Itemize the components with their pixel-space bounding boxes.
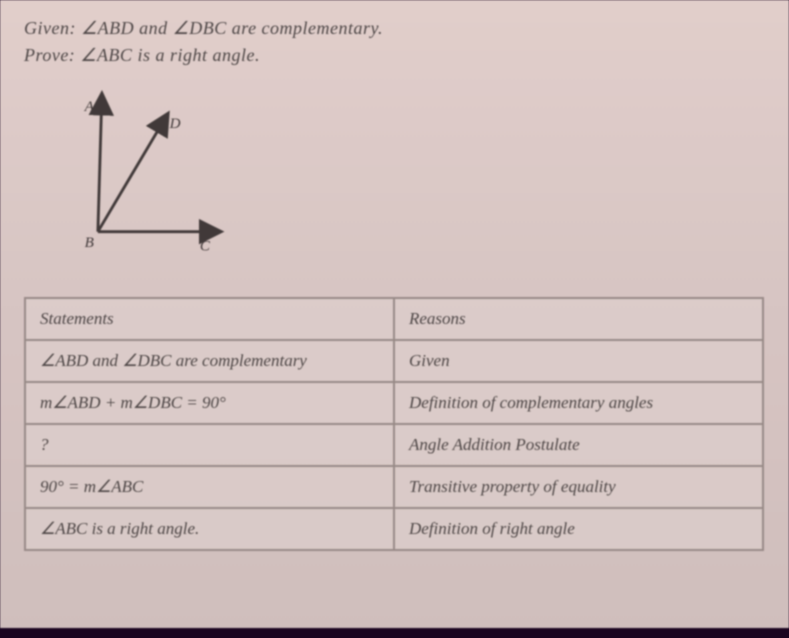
table-row: ∠ABC is a right angle. Definition of rig… <box>25 508 763 550</box>
ray-bd <box>98 120 164 231</box>
prove-text: Prove: ∠ABC is a right angle. <box>24 45 765 66</box>
point-c-label: C <box>200 239 211 255</box>
angle-diagram: A D B C <box>52 90 242 260</box>
table-header-row: Statements Reasons <box>25 298 763 340</box>
statement-cell: ∠ABD and ∠DBC are complementary <box>25 340 394 382</box>
reason-cell: Transitive property of equality <box>394 466 763 508</box>
statement-cell: ∠ABC is a right angle. <box>25 508 394 550</box>
reason-cell: Definition of complementary angles <box>394 382 763 424</box>
header-reasons: Reasons <box>394 298 763 340</box>
statement-cell: 90° = m∠ABC <box>25 466 394 508</box>
statement-cell: ? <box>25 424 394 466</box>
table-row: m∠ABD + m∠DBC = 90° Definition of comple… <box>25 382 763 424</box>
point-b-label: B <box>85 235 94 251</box>
reason-cell: Given <box>394 340 763 382</box>
given-text: Given: ∠ABD and ∠DBC are complementary. <box>24 18 765 39</box>
proof-table: Statements Reasons ∠ABD and ∠DBC are com… <box>24 297 764 551</box>
reason-cell: Definition of right angle <box>394 508 763 550</box>
statement-cell: m∠ABD + m∠DBC = 90° <box>25 382 394 424</box>
point-d-label: D <box>169 116 181 132</box>
header-statements: Statements <box>25 298 394 340</box>
table-row: 90° = m∠ABC Transitive property of equal… <box>25 466 763 508</box>
point-a-label: A <box>84 99 95 115</box>
table-row: ? Angle Addition Postulate <box>25 424 763 466</box>
proof-page: Given: ∠ABD and ∠DBC are complementary. … <box>0 0 789 628</box>
reason-cell: Angle Addition Postulate <box>394 424 763 466</box>
table-row: ∠ABD and ∠DBC are complementary Given <box>25 340 763 382</box>
ray-ba <box>98 101 102 231</box>
